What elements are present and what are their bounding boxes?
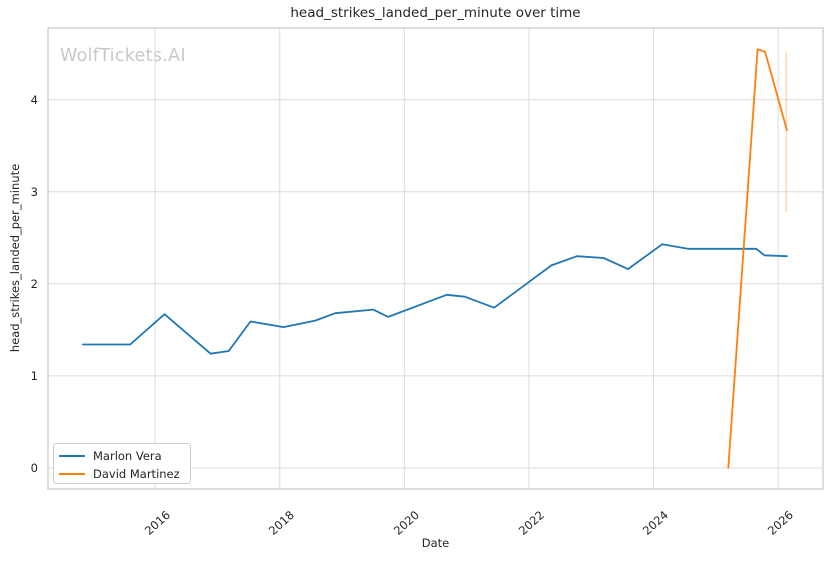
legend-line-swatch: [59, 473, 85, 475]
chart-title: head_strikes_landed_per_minute over time: [290, 5, 581, 21]
legend-item-marlon-vera: Marlon Vera: [59, 447, 190, 465]
y-tick-label: 0: [30, 460, 38, 475]
y-tick-label: 2: [30, 276, 38, 291]
legend-item-david-martinez: David Martinez: [59, 465, 190, 483]
legend-label: Marlon Vera: [93, 449, 162, 463]
legend-line-swatch: [59, 455, 85, 457]
legend-label: David Martinez: [93, 467, 180, 481]
y-tick-label: 3: [30, 184, 38, 199]
x-axis-label: Date: [421, 536, 450, 550]
watermark: WolfTickets.AI: [60, 46, 186, 66]
y-tick-label: 4: [30, 92, 38, 107]
legend: Marlon Vera David Martinez: [53, 443, 191, 484]
y-tick-label: 1: [30, 368, 38, 383]
